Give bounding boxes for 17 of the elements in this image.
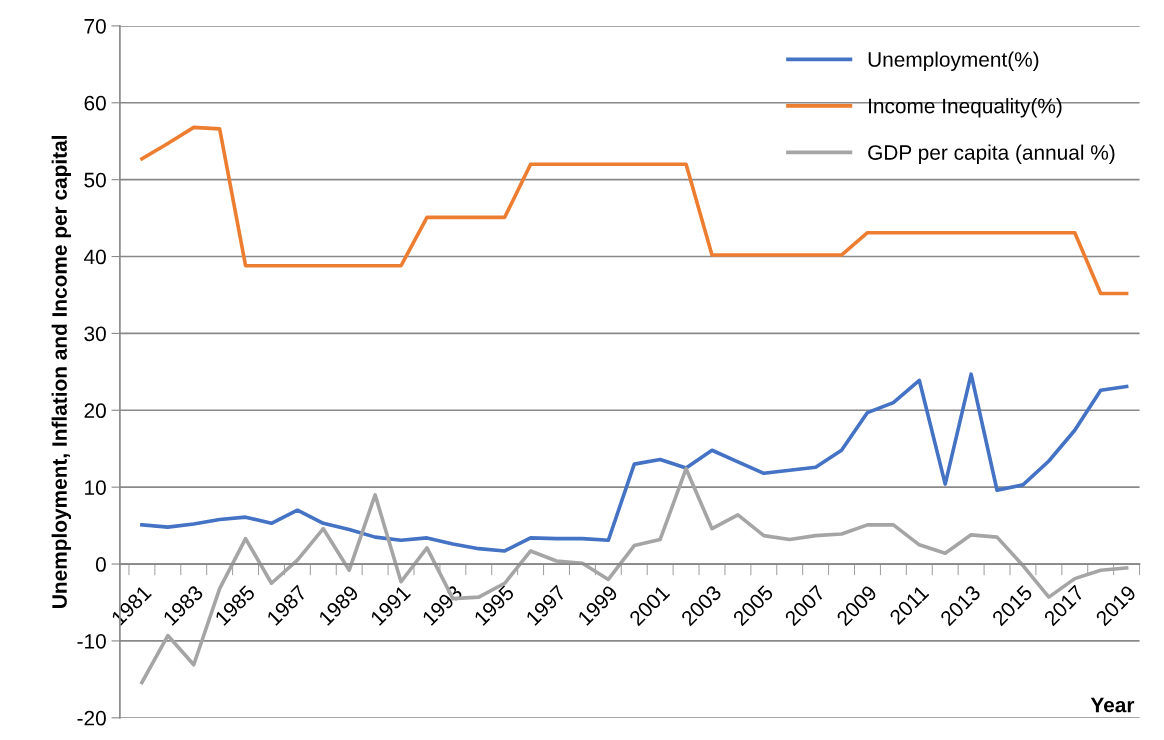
legend-label: Income Inequality(%) <box>869 98 1062 118</box>
y-tick-label: 20 <box>84 403 106 419</box>
line-series <box>140 125 1129 296</box>
y-tick-label: -10 <box>77 633 106 649</box>
y-tick-label: 30 <box>84 326 106 342</box>
y-tick-label: 10 <box>85 480 106 495</box>
y-tick-label: 0 <box>95 557 106 572</box>
y-tick-label: 50 <box>84 172 106 188</box>
y-tick-label: 40 <box>84 249 106 265</box>
y-tick-label: 60 <box>84 95 106 111</box>
line-series <box>140 372 1129 553</box>
y-tick-label: 70 <box>84 18 106 34</box>
x-axis-title: Year <box>1090 697 1135 713</box>
legend-label: Unemployment(%) <box>868 51 1039 71</box>
legend-label: GDP per capita (annual %) <box>868 144 1115 164</box>
y-tick-label: -20 <box>77 710 106 726</box>
y-axis-title: Unemployment, Inflation and Income per capital <box>51 136 72 608</box>
